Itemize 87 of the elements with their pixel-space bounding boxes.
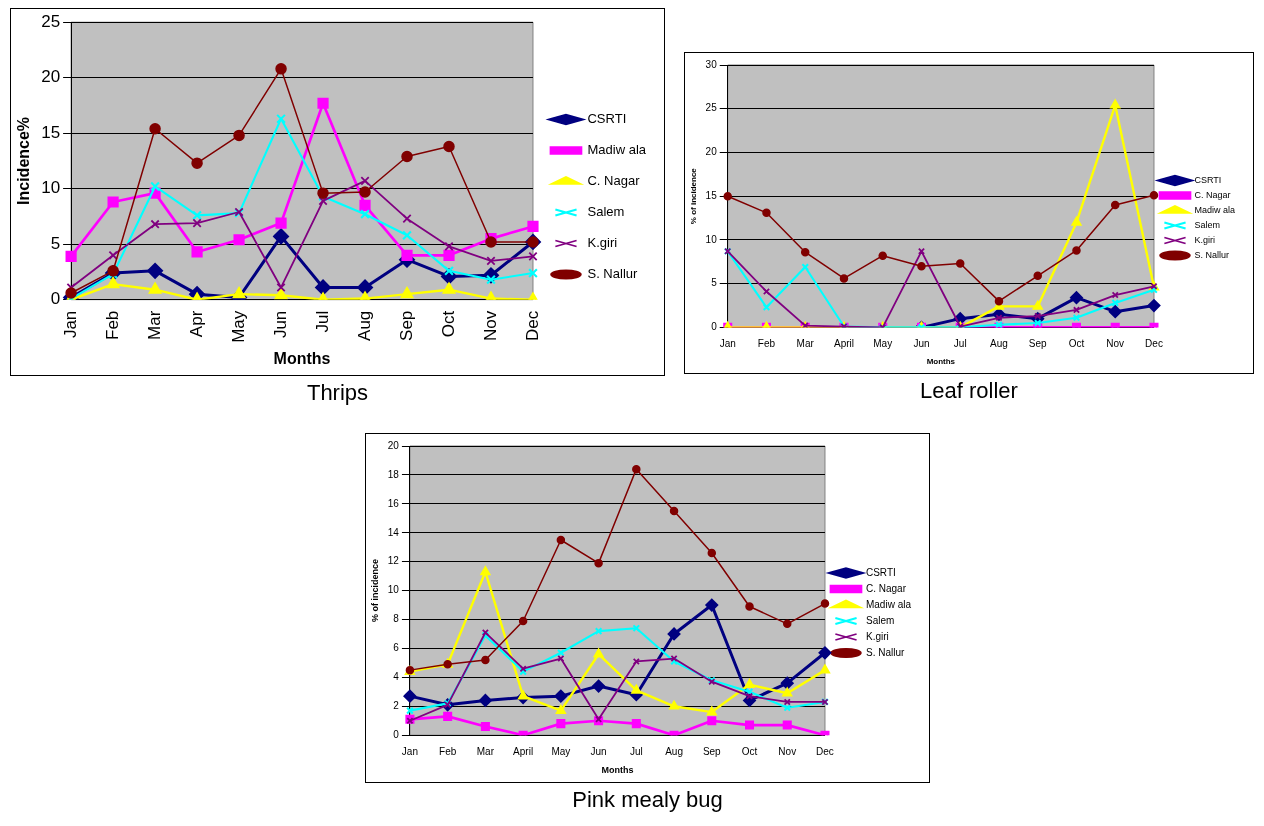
y-tick-label: 12 — [387, 555, 400, 567]
x-tick-label: Sep — [702, 745, 722, 757]
y-tick-label: 20 — [705, 146, 718, 158]
y-tick-label: 10 — [41, 178, 61, 198]
x-tick-label: Jun — [913, 338, 930, 350]
x-tick-label: Dec — [1145, 338, 1163, 350]
x-tick-label: Mar — [796, 338, 815, 350]
x-tick-label: May — [551, 745, 571, 757]
text: Pink mealy bug — [571, 787, 724, 813]
x-tick-label: Jul — [312, 310, 332, 333]
y-tick-label: 8 — [393, 613, 400, 625]
legend-label: CSRTI — [587, 111, 627, 127]
y-tick-label: 18 — [387, 468, 400, 480]
y-tick-label: 25 — [41, 11, 61, 31]
y-tick-label: 5 — [711, 277, 718, 289]
legend-label: S. Nallur — [587, 266, 638, 282]
x-tick-label: Nov — [480, 310, 500, 341]
x-tick-label: Aug — [990, 338, 1008, 350]
legend-label: C. Nagar — [1194, 189, 1231, 200]
y-tick-label: 10 — [387, 584, 400, 596]
x-tick-label: Jun — [590, 745, 607, 757]
x-tick-label: Jun — [270, 310, 290, 339]
legend-label: K.giri — [865, 630, 889, 642]
x-tick-label: April — [513, 745, 534, 757]
x-tick-label: Mar — [144, 310, 164, 340]
y-tick-label: 0 — [50, 289, 61, 309]
legend-label: K.giri — [1194, 234, 1215, 245]
y-tick-label: 30 — [705, 58, 718, 70]
y-tick-label: 15 — [705, 189, 718, 201]
x-tick-label: Feb — [757, 338, 776, 350]
x-tick-label: Jan — [60, 310, 80, 339]
y-tick-label: 14 — [387, 526, 400, 538]
legend-label: Salem — [1194, 219, 1220, 230]
x-tick-label: Oct — [1068, 338, 1085, 350]
legend-label: CSRTI — [1194, 174, 1222, 185]
text: Leaf roller — [919, 378, 1019, 404]
x-tick-label: Mar — [476, 745, 495, 757]
x-tick-label: Aug — [354, 310, 374, 341]
x-tick-label: Jul — [629, 745, 643, 757]
y-tick-label: 16 — [387, 497, 400, 509]
x-tick-label: Jul — [953, 338, 967, 350]
x-tick-label: Dec — [522, 310, 542, 341]
y-tick-label: 5 — [50, 233, 61, 253]
x-tick-label: Nov — [1106, 338, 1125, 350]
x-tick-label: May — [228, 310, 248, 343]
y-tick-label: 15 — [41, 122, 61, 142]
x-axis-title: Months — [601, 765, 634, 776]
y-tick-label: 0 — [393, 728, 400, 740]
legend-label: S. Nallur — [1194, 249, 1229, 260]
x-tick-label: Apr — [186, 310, 206, 338]
x-tick-label: May — [873, 338, 893, 350]
y-tick-label: 25 — [705, 102, 718, 114]
y-tick-label: 20 — [387, 439, 400, 451]
x-axis-title: Months — [926, 357, 956, 367]
y-axis-title: % of incidence — [689, 167, 698, 225]
y-axis-title: Incidence% — [15, 116, 33, 205]
x-tick-label: Oct — [741, 745, 758, 757]
x-tick-label: Sep — [396, 310, 416, 341]
x-tick-label: April — [833, 338, 854, 350]
x-tick-label: Jan — [719, 338, 736, 350]
legend-label: C. Nagar — [587, 173, 641, 189]
legend-label: S. Nallur — [865, 646, 905, 658]
x-tick-label: Feb — [102, 310, 122, 340]
y-tick-label: 2 — [393, 700, 400, 712]
x-tick-label: Feb — [439, 745, 457, 757]
legend-label: Madiw ala — [587, 142, 647, 158]
y-tick-label: 10 — [705, 233, 718, 245]
legend-label: Madiw ala — [1194, 204, 1236, 215]
y-tick-label: 0 — [711, 321, 718, 333]
legend-label: K.giri — [587, 235, 618, 251]
legend-label: C. Nagar — [865, 582, 907, 594]
y-tick-label: 6 — [393, 642, 400, 654]
legend-label: CSRTI — [865, 566, 896, 578]
x-axis-title: Months — [273, 349, 331, 367]
x-tick-label: Aug — [665, 745, 683, 757]
text: Thrips — [305, 380, 370, 406]
x-tick-label: Dec — [816, 745, 834, 757]
y-tick-label: 4 — [393, 671, 400, 683]
legend-label: Madiw ala — [865, 598, 912, 610]
y-axis-title: % of incidence — [369, 559, 380, 623]
x-tick-label: Oct — [438, 310, 458, 338]
y-tick-label: 20 — [41, 67, 61, 87]
x-tick-label: Nov — [778, 745, 797, 757]
x-tick-label: Sep — [1028, 338, 1048, 350]
x-tick-label: Jan — [401, 745, 418, 757]
legend-label: Salem — [587, 204, 625, 220]
legend-label: Salem — [865, 614, 895, 626]
